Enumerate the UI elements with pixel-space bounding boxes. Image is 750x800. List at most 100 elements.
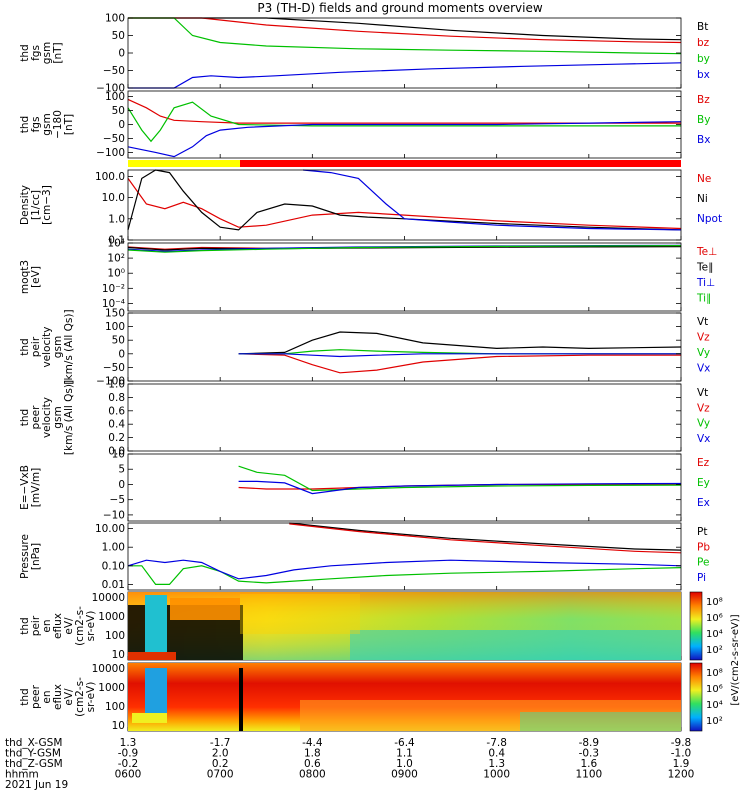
series-density-Ni: [127, 169, 682, 231]
ytick-label: 10²: [107, 253, 125, 265]
orbit-row-value: 0700: [207, 769, 234, 781]
ytick-label: 0.6: [108, 405, 125, 417]
orbit-row-value: -0.3: [579, 748, 600, 760]
figure-title: P3 (TH-D) fields and ground moments over…: [257, 1, 542, 15]
legend-efield-Ey: Ey: [697, 477, 710, 489]
ytick-label: 150: [105, 308, 125, 320]
panel-fgs-gsm180: 100 50 0 −50 −100 thd fgs gsm −180 [nT] Bz By Bx: [19, 90, 710, 159]
panel-peir-spec: 10000 1000 100 10 thd peir en eflux eV/(cm2-s-sr…: [19, 591, 682, 661]
ylabel-peer: gsm: [52, 406, 64, 428]
panel-peer: 1.00.80.6 0.40.2 0.0 thd peer velocity gsm [km/…: [19, 379, 710, 458]
panel-temp: 10⁴ 10² 10⁰ 10⁻² 10⁻⁴ moqt3 [eV] Te⊥ Te∥ Ti⊥ Ti∥: [19, 238, 717, 312]
legend-peir-Vt: Vt: [697, 316, 708, 328]
legend-peer-Vz: Vz: [697, 402, 710, 414]
ylabel-peir: velocity: [41, 326, 53, 367]
legend-efield-Ex: Ex: [697, 497, 710, 509]
orbit-row-label: hhmm: [5, 769, 39, 781]
colorbar-tick: 10⁸: [706, 597, 723, 608]
ylabel-peir: gsm: [52, 336, 64, 358]
legend-pressure-Pb: Pb: [697, 541, 710, 553]
ytick-label: 10: [112, 449, 125, 461]
ylabel-pressure: Pressure: [19, 534, 31, 579]
ylabel-fgs: thd: [19, 44, 31, 61]
series-fgs-gsm180-Bx: [127, 121, 682, 158]
ytick-label: 5: [118, 464, 125, 476]
ytick-label: 0.4: [108, 419, 125, 431]
orbit-row-value: 1200: [668, 769, 695, 781]
ytick-label: 1000: [98, 682, 125, 694]
series-density-Npot: [303, 169, 682, 231]
orbit-row-value: 1.0: [396, 758, 413, 770]
orbit-row-value: 0.4: [488, 748, 505, 760]
orbit-row-value: -0.9: [118, 748, 139, 760]
orbit-row-value: 1.3: [488, 758, 505, 770]
date-label: 2021 Jun 19: [5, 779, 68, 791]
ylabel-peer: [km/s (All Qs)]: [63, 380, 75, 455]
legend-temp-Te⊥: Te⊥: [696, 246, 717, 258]
legend-peir-Vx: Vx: [697, 363, 710, 375]
legend-peer-Vx: Vx: [697, 433, 710, 445]
ytick-label: 10: [112, 720, 125, 732]
series-fgs-gsm180-Bz: [127, 98, 681, 124]
legend-pressure-Pe: Pe: [697, 557, 709, 569]
ion-spectrogram-image: [128, 592, 681, 660]
ytick-label: −100: [96, 376, 125, 388]
colorbar-tick: 10⁶: [706, 613, 723, 624]
orbit-row-value: 1000: [483, 769, 510, 781]
ylabel-peer-spec: en: [41, 690, 53, 703]
ylabel-peir: [km/s (All Qs)]: [63, 309, 75, 384]
ytick-label: 100: [105, 701, 125, 713]
series-pressure-Pe: [128, 565, 682, 586]
legend-temp-Ti∥: Ti∥: [696, 293, 711, 305]
ytick-label: 0.2: [108, 432, 125, 444]
legend-peir-Vz: Vz: [697, 332, 710, 344]
legend-efield-Ez: Ez: [697, 457, 710, 469]
ylabel-peer: velocity: [41, 397, 53, 438]
ylabel-temp: [eV]: [30, 266, 42, 288]
orbit-row-value: 0.6: [304, 758, 321, 770]
colorbar-tick: 10⁴: [706, 629, 723, 640]
panel-efield: 10 5 0 −5 −10 E=−VxB [mV/m] Ez Ey Ex: [19, 449, 710, 522]
ytick-label: 0: [118, 119, 125, 131]
ytick-label: 10.00: [95, 523, 125, 535]
electron-colorbar: [689, 662, 703, 732]
series-temp-Ti∥: [127, 245, 682, 253]
ytick-label: 0.10: [102, 560, 125, 572]
electron-spectrogram-image: [128, 663, 681, 731]
ylabel-fgs-gsm180: gsm: [41, 113, 53, 135]
ylabel-fgs: [nT]: [52, 42, 64, 63]
orbit-row-label: thd_Z-GSM: [5, 758, 63, 770]
orbit-row-value: -4.4: [302, 737, 323, 749]
ylabel-density: Density: [19, 185, 31, 225]
ytick-label: 1.0: [108, 213, 125, 225]
legend-temp-Ti⊥: Ti⊥: [696, 277, 715, 289]
ylabel-peir: peir: [30, 336, 42, 357]
legend-peer-Vy: Vy: [697, 418, 710, 430]
ytick-label: −50: [103, 133, 125, 145]
ytick-label: 1.0: [108, 379, 125, 391]
orbit-row-value: -6.4: [394, 737, 415, 749]
ytick-label: 100: [105, 13, 125, 25]
legend-fgs-bx: bx: [697, 69, 710, 81]
legend-fgs-Bt: Bt: [697, 21, 708, 33]
ylabel-peir-spec: thd: [19, 617, 31, 634]
ytick-label: 10⁰: [107, 268, 125, 280]
legend-fgs-bz: bz: [697, 37, 710, 49]
series-efield-Ex: [238, 480, 682, 495]
panel-pressure: 10.00 1.00 0.10 0.01 Pressure [nPa] Pt Pb Pe Pi: [19, 522, 710, 591]
ytick-label: 1000: [98, 611, 125, 623]
ytick-label: 100: [105, 630, 125, 642]
ytick-label: 10⁴: [107, 238, 125, 250]
series-pressure-Pb: [289, 523, 682, 554]
ylabel-efield: E=−VxB: [19, 465, 31, 510]
ytick-label: 10⁻⁴: [102, 298, 125, 310]
legend-density-Ni: Ni: [697, 193, 708, 205]
ytick-label: −100: [96, 147, 125, 159]
ytick-label: 0: [118, 479, 125, 491]
ylabel-efield: [mV/m]: [30, 468, 42, 507]
orbit-row-value: 1.6: [580, 758, 597, 770]
ytick-label: 50: [112, 335, 125, 347]
ytick-label: 0.1: [108, 235, 125, 247]
